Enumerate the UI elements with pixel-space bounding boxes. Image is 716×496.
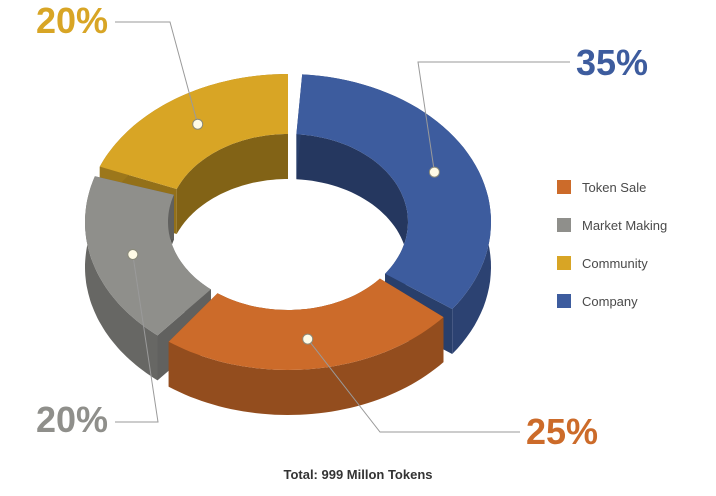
value-label-community: 20%: [36, 0, 108, 41]
slices-group: [85, 74, 491, 415]
legend-label: Community: [582, 256, 648, 271]
leader-line-company: [417, 61, 570, 173]
leader-lines-group: 35% 25% 20% 20%: [36, 0, 648, 452]
slice-top-face: [85, 176, 211, 336]
legend-item-market-making: Market Making: [557, 218, 667, 233]
legend-item-token-sale: Token Sale: [557, 180, 646, 195]
value-label-company: 35%: [576, 42, 648, 83]
legend-swatch: [557, 218, 571, 232]
slice-top-face: [168, 278, 444, 370]
slice-market-making: [85, 176, 211, 381]
chart-subtitle: Total: 999 Millon Tokens: [283, 467, 432, 482]
leader-line-market-making: [115, 254, 159, 423]
value-label-market-making: 20%: [36, 399, 108, 440]
slice-outer-wall: [85, 176, 158, 381]
legend-swatch: [557, 294, 571, 308]
slice-top-face: [99, 74, 288, 189]
legend-label: Company: [582, 294, 638, 309]
legend-item-community: Community: [557, 256, 648, 271]
legend-label: Market Making: [582, 218, 667, 233]
legend-swatch: [557, 256, 571, 270]
leader-dot-community: [192, 118, 204, 130]
legend-label: Token Sale: [582, 180, 646, 195]
slice-outer-wall: [168, 317, 444, 415]
slice-token-sale: [168, 278, 444, 415]
leader-dot-token-sale: [302, 333, 314, 345]
slice-top-face: [296, 74, 491, 310]
leader-line-community: [115, 21, 199, 125]
slice-inner-wall: [296, 134, 408, 319]
legend-item-company: Company: [557, 294, 638, 309]
leader-dot-market-making: [127, 249, 139, 260]
slice-inner-wall: [176, 134, 288, 234]
legend: Token Sale Market Making Community Company: [557, 180, 667, 309]
value-label-token-sale: 25%: [526, 411, 598, 452]
leader-line-token-sale: [307, 338, 520, 433]
leader-dot-company: [428, 166, 440, 178]
legend-swatch: [557, 180, 571, 194]
